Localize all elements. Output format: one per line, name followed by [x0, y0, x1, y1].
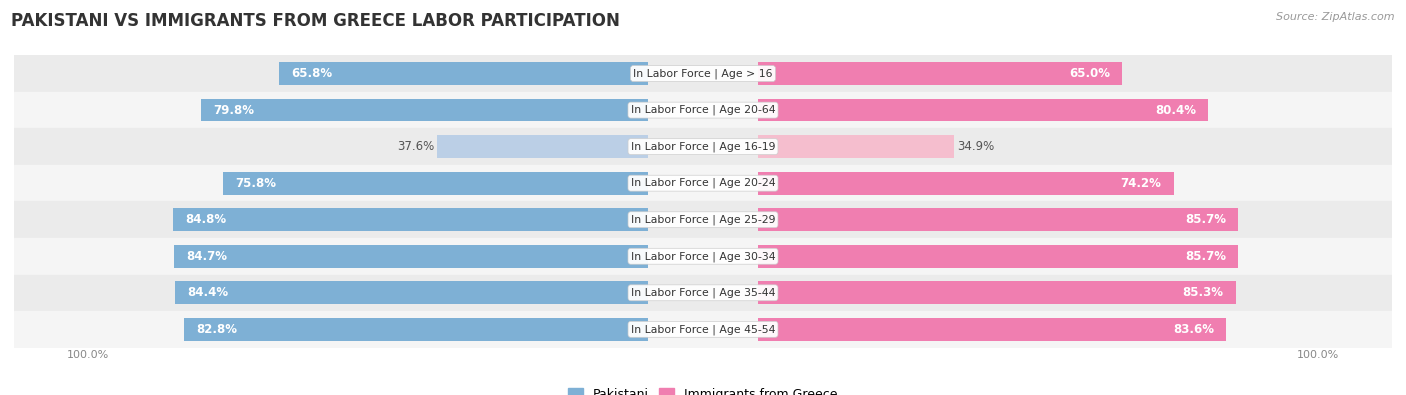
- Text: 34.9%: 34.9%: [957, 140, 994, 153]
- Text: 84.4%: 84.4%: [187, 286, 229, 299]
- Bar: [173, 245, 648, 267]
- Text: In Labor Force | Age > 16: In Labor Force | Age > 16: [633, 68, 773, 79]
- Bar: [14, 275, 1392, 311]
- Text: 74.2%: 74.2%: [1121, 177, 1161, 190]
- Text: In Labor Force | Age 20-24: In Labor Force | Age 20-24: [631, 178, 775, 188]
- Bar: [14, 201, 1392, 238]
- Text: In Labor Force | Age 25-29: In Labor Force | Age 25-29: [631, 214, 775, 225]
- Bar: [280, 62, 648, 85]
- Text: In Labor Force | Age 35-44: In Labor Force | Age 35-44: [631, 288, 775, 298]
- Text: In Labor Force | Age 45-54: In Labor Force | Age 45-54: [631, 324, 775, 335]
- Legend: Pakistani, Immigrants from Greece: Pakistani, Immigrants from Greece: [564, 383, 842, 395]
- Bar: [758, 282, 1236, 304]
- Bar: [14, 92, 1392, 128]
- Bar: [173, 209, 648, 231]
- Bar: [176, 282, 648, 304]
- Text: 85.7%: 85.7%: [1185, 213, 1226, 226]
- Bar: [184, 318, 648, 340]
- Text: 84.8%: 84.8%: [186, 213, 226, 226]
- Bar: [14, 238, 1392, 275]
- Bar: [201, 99, 648, 121]
- Bar: [758, 172, 1174, 194]
- Text: 65.0%: 65.0%: [1069, 67, 1109, 80]
- Bar: [758, 135, 953, 158]
- Bar: [437, 135, 648, 158]
- Bar: [14, 55, 1392, 92]
- Text: 80.4%: 80.4%: [1156, 103, 1197, 117]
- Bar: [758, 99, 1208, 121]
- Text: 85.7%: 85.7%: [1185, 250, 1226, 263]
- Bar: [758, 245, 1239, 267]
- Text: 85.3%: 85.3%: [1182, 286, 1223, 299]
- Bar: [758, 318, 1226, 340]
- Text: 79.8%: 79.8%: [214, 103, 254, 117]
- Text: 75.8%: 75.8%: [236, 177, 277, 190]
- Text: 82.8%: 82.8%: [197, 323, 238, 336]
- Text: 65.8%: 65.8%: [291, 67, 333, 80]
- Bar: [758, 62, 1122, 85]
- Bar: [14, 165, 1392, 201]
- Text: In Labor Force | Age 16-19: In Labor Force | Age 16-19: [631, 141, 775, 152]
- Text: In Labor Force | Age 20-64: In Labor Force | Age 20-64: [631, 105, 775, 115]
- Text: PAKISTANI VS IMMIGRANTS FROM GREECE LABOR PARTICIPATION: PAKISTANI VS IMMIGRANTS FROM GREECE LABO…: [11, 12, 620, 30]
- Text: 37.6%: 37.6%: [396, 140, 434, 153]
- Bar: [224, 172, 648, 194]
- Text: 83.6%: 83.6%: [1173, 323, 1213, 336]
- Bar: [14, 128, 1392, 165]
- Bar: [758, 209, 1239, 231]
- Bar: [14, 311, 1392, 348]
- Text: 84.7%: 84.7%: [186, 250, 226, 263]
- Text: Source: ZipAtlas.com: Source: ZipAtlas.com: [1277, 12, 1395, 22]
- Text: In Labor Force | Age 30-34: In Labor Force | Age 30-34: [631, 251, 775, 261]
